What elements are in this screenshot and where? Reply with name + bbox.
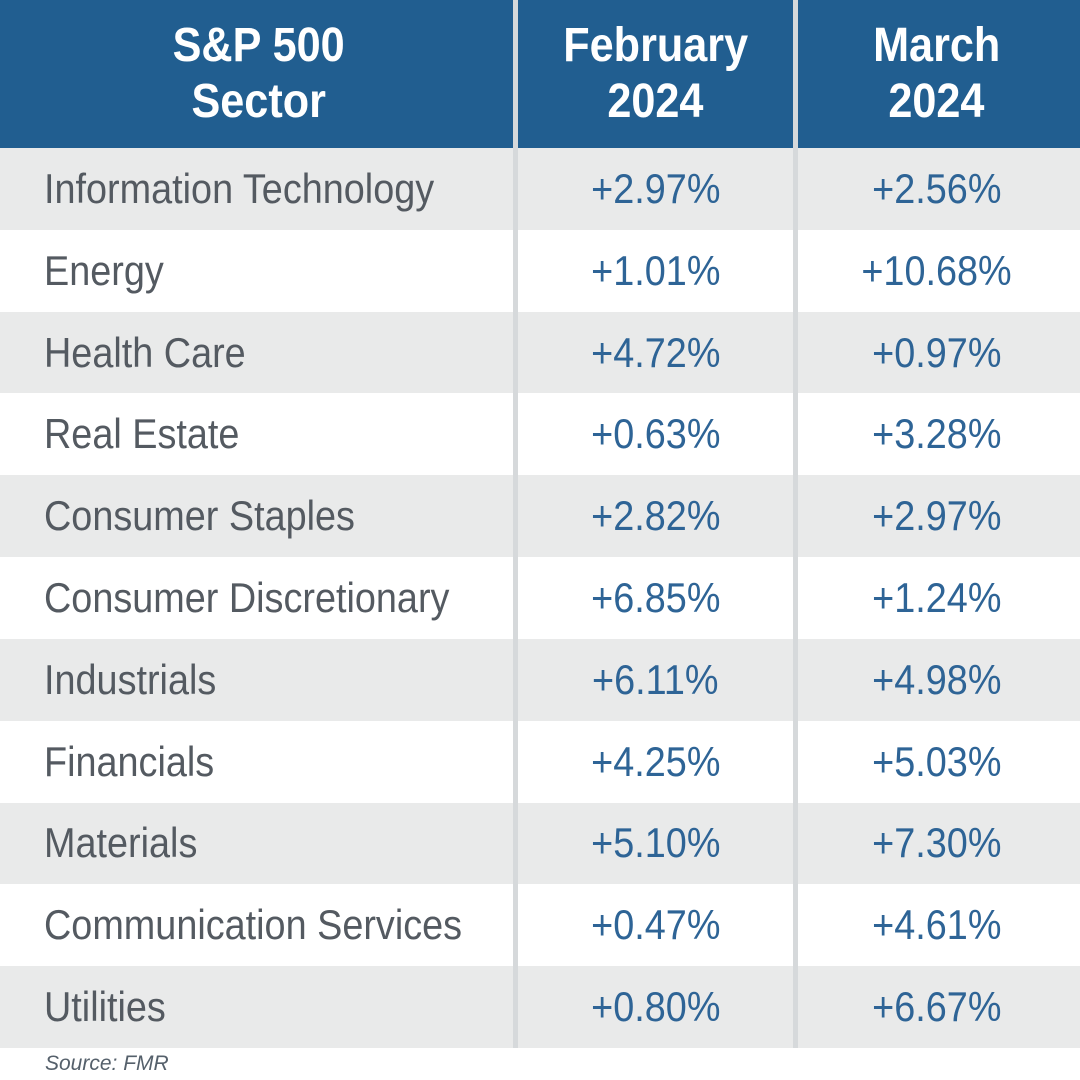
march-value: +10.68% <box>861 246 1012 294</box>
source-note-text: Source: FMR <box>45 1052 169 1075</box>
march-value-cell: +1.24% <box>793 574 1080 622</box>
sector-name: Consumer Staples <box>44 492 355 540</box>
february-value-cell: +4.72% <box>518 329 793 377</box>
table-header-row: S&P 500 Sector February 2024 March 2024 <box>0 0 1080 148</box>
sector-name: Materials <box>44 819 198 867</box>
february-value: +6.11% <box>592 655 719 703</box>
sector-name-cell: Consumer Discretionary <box>0 574 518 622</box>
march-value-cell: +6.67% <box>793 983 1080 1031</box>
march-value: +4.61% <box>871 901 1002 949</box>
march-value-cell: +10.68% <box>793 247 1080 295</box>
sector-name: Utilities <box>44 983 166 1031</box>
table-row: Utilities +0.80% +6.67% <box>0 966 1080 1048</box>
february-value: +0.47% <box>590 901 721 949</box>
february-value: +6.85% <box>590 573 721 621</box>
february-value: +1.01% <box>590 246 721 294</box>
sector-name-cell: Industrials <box>0 656 518 704</box>
table-row: Communication Services +0.47% +4.61% <box>0 884 1080 967</box>
march-value-cell: +4.61% <box>793 901 1080 949</box>
february-value: +4.72% <box>590 328 721 376</box>
column-divider-left <box>513 0 518 1048</box>
march-value-cell: +0.97% <box>793 329 1080 377</box>
table-body: Information Technology +2.97% +2.56% Ene… <box>0 148 1080 1048</box>
sector-name: Real Estate <box>44 410 240 458</box>
march-value: +2.97% <box>871 492 1002 540</box>
february-value-cell: +0.47% <box>518 901 793 949</box>
header-february-line1: February <box>563 19 748 72</box>
sector-name-cell: Communication Services <box>0 901 518 949</box>
table-row: Industrials +6.11% +4.98% <box>0 638 1080 721</box>
march-value: +2.56% <box>871 164 1002 212</box>
february-value: +2.97% <box>590 164 721 212</box>
march-value: +4.98% <box>871 655 1002 703</box>
sector-name: Energy <box>44 246 164 294</box>
march-value-cell: +4.98% <box>793 656 1080 704</box>
february-value-cell: +2.97% <box>518 165 793 213</box>
february-value-cell: +0.63% <box>518 410 793 458</box>
table-row: Financials +4.25% +5.03% <box>0 720 1080 803</box>
sector-name-cell: Information Technology <box>0 165 518 213</box>
sector-name-cell: Consumer Staples <box>0 492 518 540</box>
table-row: Energy +1.01% +10.68% <box>0 229 1080 312</box>
march-value: +5.03% <box>871 737 1002 785</box>
table-row: Materials +5.10% +7.30% <box>0 802 1080 885</box>
sector-name: Information Technology <box>44 164 435 212</box>
february-value-cell: +0.80% <box>518 983 793 1031</box>
march-value-cell: +2.56% <box>793 165 1080 213</box>
sector-name-cell: Financials <box>0 738 518 786</box>
march-value-cell: +2.97% <box>793 492 1080 540</box>
sector-name: Financials <box>44 737 215 785</box>
february-value-cell: +2.82% <box>518 492 793 540</box>
table-row: Real Estate +0.63% +3.28% <box>0 393 1080 476</box>
february-value-cell: +1.01% <box>518 247 793 295</box>
table-row: Information Technology +2.97% +2.56% <box>0 148 1080 230</box>
february-value: +0.63% <box>590 410 721 458</box>
header-february-column: February 2024 <box>518 0 793 148</box>
march-value: +1.24% <box>871 573 1002 621</box>
february-value: +4.25% <box>590 737 721 785</box>
february-value-cell: +6.11% <box>518 656 793 704</box>
header-march-line1: March <box>872 19 1001 72</box>
sector-name-cell: Real Estate <box>0 410 518 458</box>
header-february-line2: 2024 <box>607 75 704 128</box>
march-value: +6.67% <box>871 983 1002 1031</box>
february-value-cell: +6.85% <box>518 574 793 622</box>
header-sector-column: S&P 500 Sector <box>0 0 518 148</box>
header-sector-line1: S&P 500 <box>172 19 346 72</box>
march-value-cell: +7.30% <box>793 819 1080 867</box>
february-value-cell: +5.10% <box>518 819 793 867</box>
sector-name-cell: Energy <box>0 247 518 295</box>
table-row: Consumer Staples +2.82% +2.97% <box>0 475 1080 558</box>
source-note: Source: FMR <box>0 1048 1080 1080</box>
february-value-cell: +4.25% <box>518 738 793 786</box>
march-value: +0.97% <box>871 328 1002 376</box>
sector-name-cell: Materials <box>0 819 518 867</box>
sector-name: Health Care <box>44 328 246 376</box>
table-row: Consumer Discretionary +6.85% +1.24% <box>0 557 1080 639</box>
february-value: +5.10% <box>590 819 721 867</box>
sector-name: Industrials <box>44 655 217 703</box>
sector-name-cell: Utilities <box>0 983 518 1031</box>
march-value: +7.30% <box>871 819 1002 867</box>
sector-name: Consumer Discretionary <box>44 573 450 621</box>
sector-name: Communication Services <box>44 901 463 949</box>
february-value: +0.80% <box>590 983 721 1031</box>
header-march-column: March 2024 <box>793 0 1080 148</box>
sector-returns-table: S&P 500 Sector February 2024 March 2024 … <box>0 0 1080 1048</box>
march-value: +3.28% <box>871 410 1002 458</box>
february-value: +2.82% <box>590 492 721 540</box>
march-value-cell: +5.03% <box>793 738 1080 786</box>
march-value-cell: +3.28% <box>793 410 1080 458</box>
header-sector-line2: Sector <box>191 75 327 128</box>
header-march-line2: 2024 <box>888 75 985 128</box>
table-row: Health Care +4.72% +0.97% <box>0 311 1080 394</box>
column-divider-right <box>793 0 798 1048</box>
sector-name-cell: Health Care <box>0 329 518 377</box>
